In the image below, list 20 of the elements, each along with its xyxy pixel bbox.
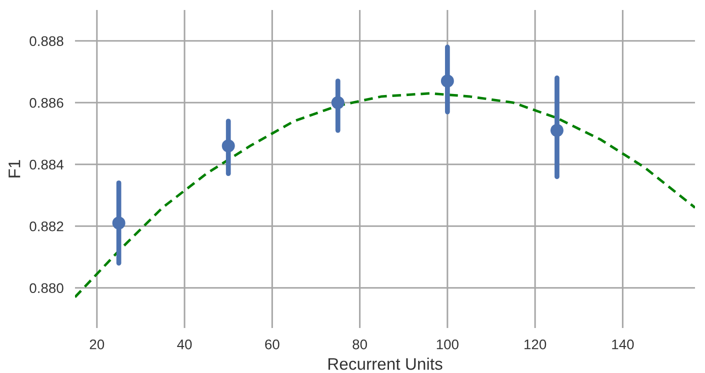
y-tick-label: 0.888 bbox=[30, 36, 64, 46]
point bbox=[550, 124, 564, 137]
y-tick-label: 0.882 bbox=[30, 221, 64, 232]
x-axis-title: Recurrent Units bbox=[328, 358, 442, 370]
y-axis-title: F1 bbox=[8, 160, 20, 178]
point bbox=[112, 216, 126, 230]
x-tick-label: 60 bbox=[265, 339, 280, 350]
x-tick-label: 140 bbox=[612, 339, 634, 350]
y-tick-label: 0.880 bbox=[30, 283, 64, 294]
x-tick-label: 120 bbox=[524, 339, 546, 350]
point bbox=[331, 96, 344, 110]
point bbox=[440, 74, 454, 88]
point bbox=[222, 139, 235, 152]
y-tick-label: 0.884 bbox=[30, 160, 64, 170]
x-tick-label: 40 bbox=[177, 339, 192, 350]
x-tick-label: 100 bbox=[436, 339, 458, 350]
x-tick-label: 80 bbox=[352, 339, 367, 350]
y-tick-label: 0.886 bbox=[30, 98, 64, 108]
line-series bbox=[75, 92, 695, 298]
x-tick-label: 20 bbox=[90, 339, 104, 350]
